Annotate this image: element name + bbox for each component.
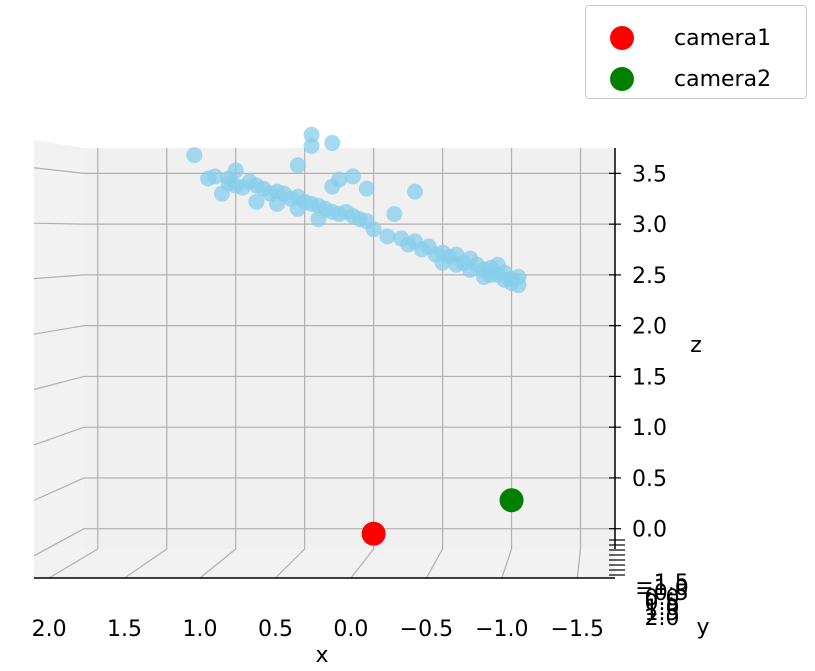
z-tick-label: 0.0 (632, 518, 667, 543)
grid-line-floor (199, 548, 237, 579)
point-cloud-marker (289, 200, 306, 217)
back-pane (84, 148, 615, 549)
grid-line-side (33, 274, 85, 280)
y-axis-label: y (696, 615, 709, 640)
z-axis-label: z (690, 333, 702, 358)
x-tick-label: −0.5 (400, 617, 453, 642)
point-cloud-marker (475, 268, 492, 285)
grid-line-floor (124, 548, 168, 579)
point-cloud-marker (269, 195, 286, 212)
point-cloud-marker (248, 193, 265, 210)
x-axis-label: x (315, 643, 328, 668)
marker-camera1 (361, 521, 386, 546)
z-tick-label: 0.5 (632, 467, 667, 492)
x-tick-label: −1.5 (551, 617, 604, 642)
data-points (186, 126, 527, 546)
z-tick-label: 2.0 (632, 315, 667, 340)
z-tick-label: 1.5 (632, 365, 667, 390)
y-tick-label: 1.0 (645, 596, 680, 621)
point-cloud-marker (510, 277, 527, 294)
point-cloud-marker (310, 211, 327, 228)
point-cloud-marker (289, 157, 306, 174)
z-tick-label: 3.5 (632, 162, 667, 187)
y-tick-label: −1.5 (635, 571, 688, 596)
point-cloud-marker (413, 241, 430, 258)
point-cloud-marker (303, 126, 320, 143)
grid-line-floor (576, 548, 582, 579)
point-cloud-marker (407, 183, 424, 200)
y-tick-label: 0.0 (645, 586, 680, 611)
legend-marker-camera2 (610, 67, 634, 91)
grid-line-side (33, 222, 85, 225)
point-cloud-marker (207, 168, 224, 185)
grid-line-floor (48, 548, 99, 579)
x-tick-label: 0.0 (333, 617, 368, 642)
point-cloud-marker (386, 205, 403, 222)
point-cloud-marker (303, 137, 320, 154)
marker-camera2 (499, 488, 524, 513)
point-cloud-marker (324, 134, 341, 151)
point-cloud-marker (400, 236, 417, 253)
legend: camera1 camera2 (585, 5, 807, 99)
point-cloud-marker (213, 185, 230, 202)
point-cloud-marker (358, 180, 375, 197)
grid-lines (33, 148, 615, 579)
grid-line-side (33, 528, 85, 557)
legend-item-camera2: camera2 (610, 64, 771, 94)
x-tick-label: 1.5 (107, 617, 142, 642)
grid-line-side (33, 375, 85, 391)
grid-line-side (33, 325, 85, 335)
grid-line-side (33, 167, 85, 174)
point-cloud-marker (379, 228, 396, 245)
point-cloud-marker (489, 256, 506, 273)
point-cloud-marker (186, 147, 203, 164)
y-tick-label: −1.0 (635, 576, 688, 601)
x-tick-label: −1.0 (475, 617, 528, 642)
x-tick-label: 1.0 (183, 617, 218, 642)
grid-line-floor (275, 548, 306, 579)
z-tick-label: 3.0 (632, 213, 667, 238)
left-pane (34, 140, 84, 578)
point-cloud-marker (448, 256, 465, 273)
x-tick-label: 0.5 (258, 617, 293, 642)
grid-line-floor (501, 548, 513, 579)
point-cloud-marker (344, 168, 361, 185)
point-cloud-marker (434, 254, 451, 271)
legend-label-camera2: camera2 (674, 66, 772, 92)
grid-line-side (33, 426, 85, 446)
legend-label-camera1: camera1 (674, 25, 772, 51)
grid-line-floor (350, 548, 375, 579)
grid-line-floor (425, 548, 444, 579)
point-cloud-marker (365, 221, 382, 238)
z-tick-labels: 0.0 0.5 1.0 1.5 2.0 2.5 3.0 3.5 (609, 162, 667, 543)
x-tick-label: 2.0 (32, 617, 67, 642)
point-cloud-marker (462, 261, 479, 278)
y-tick-label: 2.0 (645, 606, 680, 631)
y-tick-label: 1.5 (645, 601, 680, 626)
legend-item-camera1: camera1 (610, 23, 771, 53)
z-tick-label: 1.0 (632, 416, 667, 441)
y-tick-labels: −1.5−1.0−0.50.00.51.01.52.0 (609, 539, 689, 631)
y-tick-label: 0.5 (645, 591, 680, 616)
legend-marker-camera1 (610, 26, 634, 50)
x-tick-labels: 2.0 1.5 1.0 0.5 0.0 −0.5 −1.0 −1.5 (32, 617, 604, 642)
z-tick-label: 2.5 (632, 264, 667, 289)
y-tick-label: −0.5 (635, 581, 688, 606)
floor-pane (34, 549, 615, 578)
point-cloud-marker (324, 178, 341, 195)
grid-line-side (33, 477, 85, 501)
